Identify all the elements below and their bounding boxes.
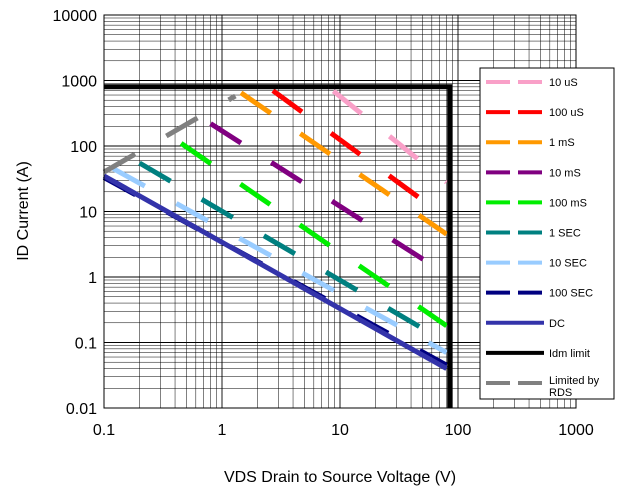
legend-label: 10 mS <box>549 167 581 179</box>
series-line-idm-limit <box>104 84 453 408</box>
series-line-10-us <box>331 89 449 185</box>
series-group <box>102 84 453 408</box>
legend-label: 100 SEC <box>549 288 593 300</box>
series-line-100-us <box>271 88 449 220</box>
legend-label: 10 uS <box>549 77 578 89</box>
y-axis-title: ID Current (A) <box>15 161 32 261</box>
series-line-1-sec <box>138 160 448 345</box>
x-tick-label: 0.1 <box>93 422 115 439</box>
legend: 10 uS 100 uS 1 mS 10 mS 100 mS 1 SEC 10 SEC 100… <box>479 67 615 400</box>
legend-label: 1 mS <box>549 137 575 149</box>
legend-label: 100 uS <box>549 107 584 119</box>
y-tick-label: 10000 <box>53 8 98 25</box>
y-tick-label: 0.1 <box>75 336 97 353</box>
series-line-dc <box>102 173 448 371</box>
x-tick-label: 1 <box>218 422 227 439</box>
legend-label-line: RDS <box>549 387 572 399</box>
x-axis-title: VDS Drain to Source Voltage (V) <box>224 469 456 486</box>
y-tick-label: 100 <box>70 139 97 156</box>
y-tick-label: 1000 <box>61 74 97 91</box>
legend-label: 10 SEC <box>549 258 587 270</box>
tick-labels: 0.1 1 10 100 1000 0.01 0.1 1 10 100 1000 10000 <box>53 8 594 439</box>
x-tick-label: 100 <box>445 422 472 439</box>
y-tick-label: 10 <box>79 205 97 222</box>
x-tick-label: 10 <box>331 422 349 439</box>
legend-label: DC <box>549 318 565 330</box>
y-tick-label: 0.01 <box>66 401 97 418</box>
series-line-10-sec <box>112 166 448 355</box>
y-tick-label: 1 <box>88 270 97 287</box>
series-line-10-ms <box>209 121 448 277</box>
series-line-100-ms <box>179 141 449 328</box>
series-line-limited-by-rds <box>102 93 237 175</box>
legend-label: 100 mS <box>549 197 587 209</box>
legend-label: 1 SEC <box>549 228 581 240</box>
legend-label: Limited by RDS <box>549 375 600 399</box>
x-tick-label: 1000 <box>558 422 594 439</box>
legend-label: Idm limit <box>549 348 590 360</box>
legend-label-line: Limited by <box>549 375 600 387</box>
